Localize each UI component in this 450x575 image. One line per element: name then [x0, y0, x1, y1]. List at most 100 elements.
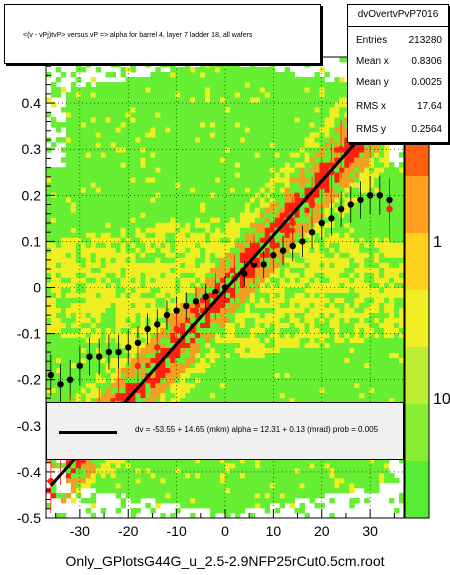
heatmap-cell — [135, 97, 141, 103]
heatmap-cell — [220, 202, 226, 208]
heatmap-cell — [324, 212, 330, 218]
heatmap-cell — [175, 367, 181, 374]
heatmap-cell — [140, 277, 146, 283]
heatmap-cell — [234, 457, 241, 464]
heatmap-cell — [314, 342, 320, 349]
heatmap-cell — [65, 202, 72, 208]
heatmap-cell — [269, 122, 276, 128]
heatmap-cell — [160, 237, 166, 243]
heatmap-cell — [90, 212, 97, 218]
heatmap-cell — [215, 317, 221, 323]
heatmap-cell — [75, 282, 82, 288]
heatmap-cell — [284, 372, 291, 379]
heatmap-cell — [180, 207, 186, 213]
heatmap-cell — [175, 282, 181, 288]
heatmap-cell — [264, 347, 271, 354]
heatmap-cell — [200, 352, 206, 359]
heatmap-cell — [205, 297, 211, 303]
heatmap-cell — [225, 207, 231, 213]
heatmap-cell — [110, 287, 117, 293]
heatmap-cell — [289, 377, 296, 384]
heatmap-cell — [75, 162, 82, 168]
heatmap-cell — [319, 112, 325, 118]
heatmap-cell — [239, 287, 246, 293]
heatmap-cell — [90, 337, 97, 344]
heatmap-cell — [75, 197, 82, 203]
heatmap-cell — [145, 142, 151, 148]
heatmap-cell — [145, 242, 151, 248]
heatmap-cell — [274, 482, 281, 489]
heatmap-cell — [170, 97, 176, 103]
heatmap-cell — [175, 262, 181, 268]
heatmap-cell — [100, 187, 107, 193]
heatmap-cell — [304, 157, 310, 163]
heatmap-cell — [200, 182, 206, 188]
heatmap-cell — [284, 392, 291, 399]
heatmap-cell — [46, 202, 52, 208]
heatmap-cell — [55, 327, 62, 333]
heatmap-cell — [85, 92, 92, 98]
heatmap-cell — [110, 487, 117, 494]
heatmap-cell — [249, 277, 256, 283]
heatmap-cell — [120, 372, 126, 379]
heatmap-cell — [85, 337, 92, 344]
heatmap-cell — [80, 242, 87, 248]
heatmap-cell — [229, 317, 236, 323]
heatmap-cell — [110, 242, 117, 248]
heatmap-cell — [304, 307, 310, 313]
heatmap-cell — [100, 152, 107, 158]
heatmap-cell — [294, 262, 300, 268]
heatmap-cell — [205, 477, 211, 484]
heatmap-cell — [115, 122, 121, 128]
heatmap-cell — [60, 332, 67, 339]
heatmap-cell — [190, 242, 196, 248]
heatmap-cell — [334, 467, 340, 474]
heatmap-cell — [160, 257, 166, 263]
heatmap-cell — [229, 207, 236, 213]
heatmap-cell — [170, 252, 176, 258]
heatmap-cell — [304, 217, 310, 223]
heatmap-cell — [274, 332, 281, 339]
heatmap-cell — [220, 372, 226, 379]
heatmap-cell — [289, 457, 296, 464]
heatmap-cell — [190, 162, 196, 168]
heatmap-cell — [150, 247, 156, 253]
heatmap-cell — [229, 312, 236, 318]
heatmap-cell — [100, 212, 107, 218]
heatmap-cell — [289, 492, 296, 499]
heatmap-cell — [299, 217, 305, 223]
heatmap-cell — [185, 97, 191, 103]
heatmap-cell — [319, 357, 325, 364]
heatmap-cell — [314, 97, 320, 103]
heatmap-cell — [100, 147, 107, 153]
heatmap-cell — [289, 172, 296, 178]
heatmap-cell — [294, 352, 300, 359]
heatmap-cell — [110, 197, 117, 203]
heatmap-cell — [324, 362, 330, 369]
heatmap-cell — [259, 157, 266, 163]
heatmap-cell — [100, 247, 107, 253]
heatmap-cell — [259, 372, 266, 379]
heatmap-cell — [70, 237, 77, 243]
heatmap-cell — [85, 272, 92, 278]
heatmap-cell — [100, 462, 107, 469]
heatmap-cell — [100, 387, 107, 394]
heatmap-cell — [220, 107, 226, 113]
heatmap-cell — [294, 297, 300, 303]
heatmap-cell — [289, 262, 296, 268]
heatmap-cell — [165, 82, 171, 88]
heatmap-cell — [259, 332, 266, 339]
heatmap-cell — [200, 167, 206, 173]
heatmap-cell — [160, 467, 166, 474]
heatmap-cell — [115, 137, 121, 143]
heatmap-cell — [254, 247, 261, 253]
heatmap-cell — [324, 277, 330, 283]
heatmap-cell — [150, 507, 156, 514]
heatmap-cell — [299, 162, 305, 168]
heatmap-cell — [210, 62, 216, 68]
heatmap-cell — [284, 322, 291, 328]
heatmap-cell — [289, 382, 296, 389]
heatmap-cell — [75, 307, 82, 313]
heatmap-cell — [105, 287, 112, 293]
heatmap-cell — [160, 247, 166, 253]
